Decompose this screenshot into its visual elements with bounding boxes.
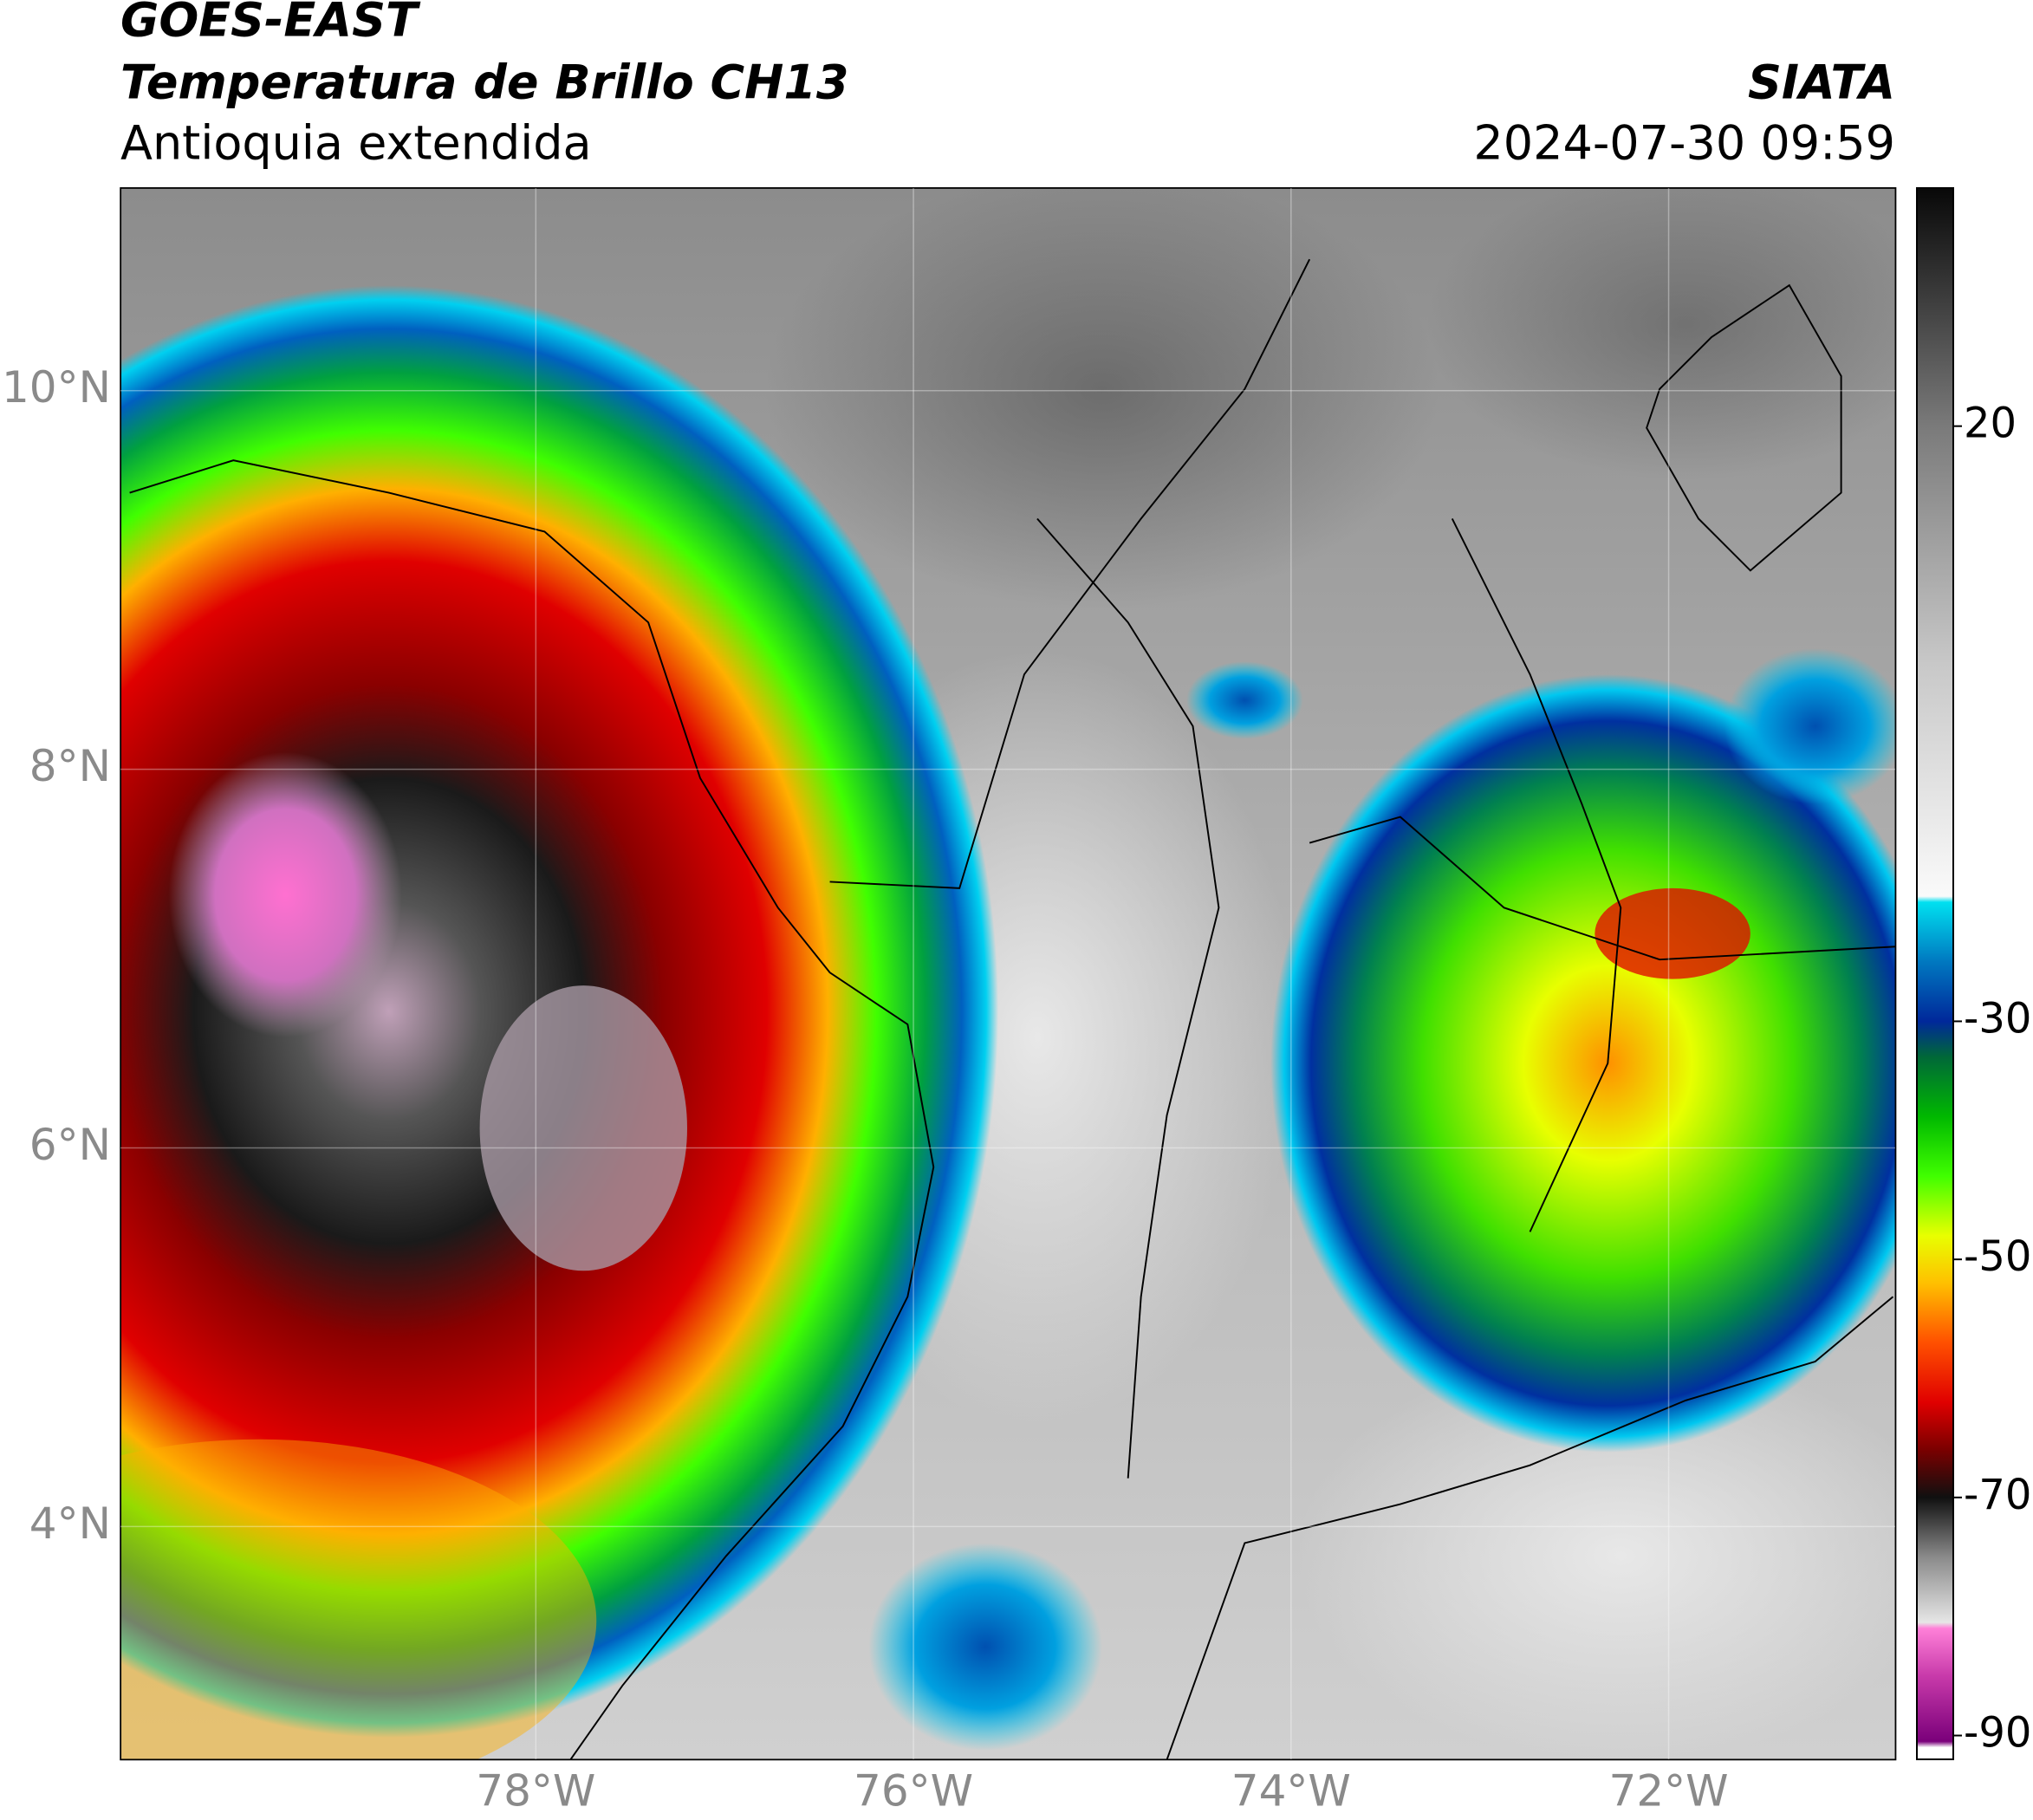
region: Antioquia extendida	[120, 116, 592, 171]
timestamp: 2024-07-30 09:59	[1473, 116, 1895, 171]
y-tick-label: 4°N	[29, 1498, 111, 1549]
source: SIATA	[1748, 55, 1895, 110]
title: GOES-EAST	[120, 0, 421, 48]
colorbar-tick-label: -30	[1964, 994, 2031, 1043]
x-tick-label: 72°W	[1609, 1766, 1729, 1817]
subtitle: Temperatura de Brillo CH13	[120, 55, 849, 110]
y-tick-label: 6°N	[29, 1120, 111, 1170]
x-tick-label: 74°W	[1231, 1766, 1351, 1817]
colorbar-tick-label: -50	[1964, 1232, 2031, 1281]
y-tick-label: 8°N	[29, 741, 111, 791]
colorbar-tick-label: -90	[1964, 1709, 2031, 1758]
satellite-image	[120, 187, 1897, 1761]
x-tick-label: 78°W	[476, 1766, 595, 1817]
x-tick-label: 76°W	[854, 1766, 973, 1817]
colorbar-tick-label: -70	[1964, 1471, 2031, 1519]
colorbar	[1916, 187, 1954, 1760]
colorbar-tick-label: 20	[1964, 400, 2017, 448]
y-tick-label: 10°N	[2, 362, 111, 413]
